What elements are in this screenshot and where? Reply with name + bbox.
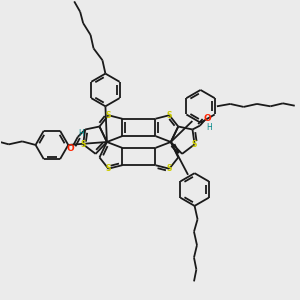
Text: O: O: [67, 144, 74, 153]
Text: H: H: [206, 123, 212, 132]
Text: S: S: [167, 111, 172, 120]
Text: S: S: [167, 164, 172, 173]
Text: O: O: [203, 114, 211, 123]
Text: S: S: [80, 140, 86, 149]
Text: S: S: [106, 164, 111, 173]
Text: H: H: [78, 129, 84, 138]
Text: S: S: [106, 111, 111, 120]
Text: S: S: [192, 140, 197, 149]
